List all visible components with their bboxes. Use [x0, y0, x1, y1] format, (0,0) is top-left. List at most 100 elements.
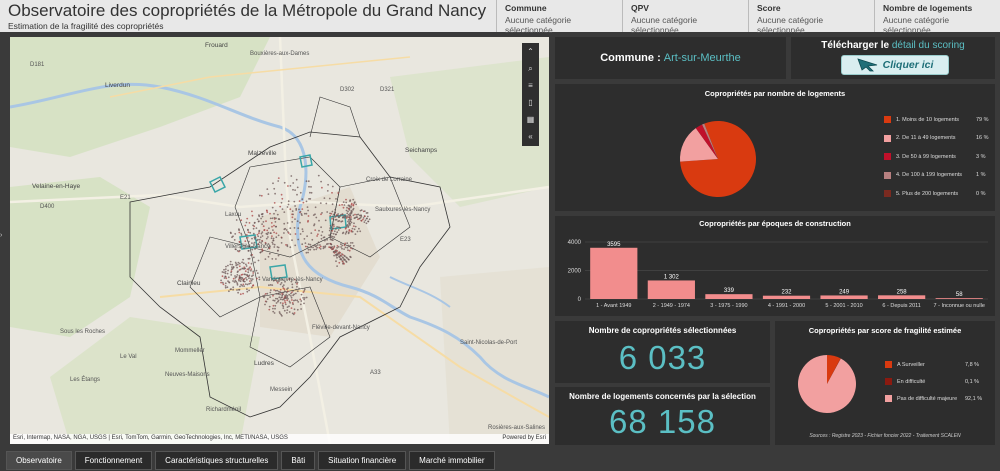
copro-point[interactable] [277, 234, 280, 237]
copro-point[interactable] [358, 217, 361, 220]
download-link[interactable]: détail du scoring [891, 40, 965, 51]
copro-point[interactable] [321, 231, 324, 233]
copro-point[interactable] [317, 241, 320, 244]
copro-point[interactable] [228, 281, 231, 284]
copro-point[interactable] [298, 287, 300, 290]
copro-point[interactable] [276, 246, 279, 248]
copro-point[interactable] [290, 295, 292, 297]
copro-point[interactable] [224, 286, 227, 289]
copro-point[interactable] [305, 180, 308, 183]
copro-point[interactable] [248, 289, 251, 292]
copro-point[interactable] [347, 219, 350, 221]
copro-point[interactable] [322, 245, 325, 248]
copro-point[interactable] [267, 193, 270, 196]
copro-point[interactable] [237, 261, 240, 264]
copro-point[interactable] [221, 275, 224, 278]
copro-point[interactable] [333, 236, 336, 239]
copro-point[interactable] [245, 277, 247, 279]
copro-point[interactable] [334, 208, 337, 211]
copro-point[interactable] [331, 210, 334, 213]
copro-point[interactable] [291, 283, 294, 286]
copro-point[interactable] [327, 183, 329, 186]
copro-point[interactable] [261, 250, 263, 253]
copro-point[interactable] [285, 291, 288, 294]
copro-point[interactable] [307, 219, 309, 222]
copro-point[interactable] [232, 266, 235, 268]
copro-point[interactable] [305, 296, 308, 299]
copro-point[interactable] [244, 270, 247, 273]
copro-point[interactable] [248, 240, 250, 243]
copro-point[interactable] [235, 219, 238, 221]
copro-point[interactable] [331, 235, 334, 238]
copro-point[interactable] [249, 282, 252, 284]
copro-point[interactable] [303, 297, 306, 299]
copro-point[interactable] [272, 294, 274, 297]
copro-point[interactable] [236, 266, 239, 269]
copro-point[interactable] [346, 225, 348, 227]
copro-point[interactable] [272, 310, 275, 313]
copro-point[interactable] [338, 256, 341, 259]
copro-point[interactable] [256, 277, 258, 280]
copro-point[interactable] [234, 276, 237, 279]
copro-point[interactable] [229, 288, 232, 291]
copro-point[interactable] [300, 300, 303, 302]
copro-point[interactable] [263, 229, 266, 231]
copro-point[interactable] [234, 248, 237, 251]
copro-point[interactable] [248, 274, 251, 277]
copro-point[interactable] [339, 251, 342, 254]
copro-point[interactable] [346, 246, 349, 249]
copro-point[interactable] [364, 219, 367, 222]
copro-point[interactable] [302, 297, 304, 299]
copro-point[interactable] [299, 221, 301, 224]
copro-point[interactable] [314, 229, 317, 232]
copro-point[interactable] [224, 268, 227, 270]
copro-point[interactable] [343, 244, 346, 247]
copro-point[interactable] [242, 258, 245, 261]
copro-point[interactable] [281, 315, 283, 317]
copro-point[interactable] [279, 205, 282, 208]
copro-point[interactable] [279, 312, 281, 315]
copro-point[interactable] [248, 277, 250, 280]
copro-point[interactable] [366, 215, 369, 218]
legend-item[interactable]: Pas de difficulté majeure 92,1 % [885, 395, 982, 402]
copro-point[interactable] [285, 297, 288, 300]
copro-point[interactable] [268, 227, 270, 230]
copro-point[interactable] [281, 197, 284, 200]
copro-point[interactable] [349, 214, 352, 216]
bar[interactable] [935, 298, 983, 299]
copro-point[interactable] [336, 256, 338, 259]
copro-point[interactable] [359, 216, 362, 219]
copro-point[interactable] [246, 236, 249, 239]
copro-point[interactable] [278, 277, 281, 279]
copro-point[interactable] [288, 311, 291, 313]
copro-point[interactable] [229, 231, 232, 234]
copro-point[interactable] [291, 210, 294, 213]
copro-point[interactable] [265, 209, 268, 212]
copro-point[interactable] [247, 228, 249, 231]
copro-point[interactable] [309, 243, 312, 246]
copro-point[interactable] [251, 286, 253, 289]
copro-point[interactable] [296, 299, 299, 302]
copro-point[interactable] [312, 246, 314, 249]
copro-point[interactable] [287, 203, 290, 206]
copro-point[interactable] [329, 224, 332, 227]
copro-point[interactable] [363, 210, 366, 213]
copro-point[interactable] [331, 248, 333, 251]
copro-point[interactable] [258, 276, 261, 279]
copro-point[interactable] [331, 217, 333, 220]
copro-point[interactable] [273, 289, 275, 291]
copro-point[interactable] [318, 219, 320, 222]
copro-point[interactable] [340, 214, 342, 216]
copro-point[interactable] [294, 205, 296, 207]
copro-point[interactable] [281, 208, 284, 211]
copro-point[interactable] [275, 232, 278, 235]
copro-point[interactable] [347, 232, 350, 235]
copro-point[interactable] [235, 263, 238, 265]
copro-point[interactable] [269, 289, 272, 291]
copro-point[interactable] [308, 185, 310, 188]
copro-point[interactable] [268, 247, 271, 250]
copro-point[interactable] [320, 237, 323, 240]
copro-point[interactable] [289, 208, 292, 211]
copro-point[interactable] [261, 223, 263, 226]
copro-point[interactable] [312, 214, 315, 217]
